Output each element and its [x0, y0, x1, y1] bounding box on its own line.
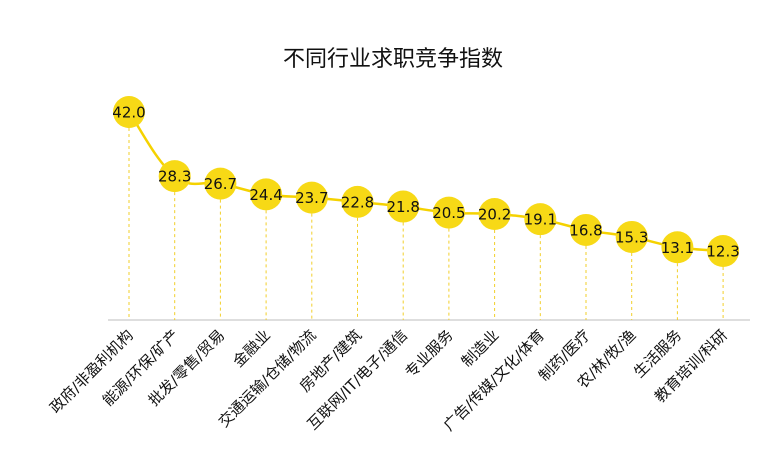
- category-label: 金融业: [229, 326, 274, 371]
- data-point: [158, 160, 191, 193]
- data-point: [387, 190, 420, 223]
- data-label: 20.5: [432, 204, 465, 222]
- data-point: [478, 198, 511, 231]
- data-point: [570, 213, 602, 246]
- data-point: [295, 181, 328, 214]
- data-label: 28.3: [158, 168, 191, 186]
- data-label: 23.7: [295, 189, 328, 207]
- data-point: [250, 178, 283, 211]
- data-label: 12.3: [706, 243, 739, 261]
- data-label: 42.0: [112, 104, 145, 122]
- category-label: 制造业: [458, 326, 503, 371]
- data-point: [615, 220, 648, 253]
- value-labels: 42.0 28.3 26.7 24.4 23.7 22.8 21.8 20.5 20.2 19.1…: [112, 104, 740, 261]
- chart-title: 不同行业求职竞争指数: [283, 47, 503, 72]
- data-label: 24.4: [249, 186, 282, 204]
- drop-lines: [128, 128, 724, 320]
- data-point: [661, 231, 694, 264]
- data-label: 13.1: [661, 239, 694, 257]
- data-label: 21.8: [386, 198, 419, 216]
- data-point: [524, 203, 557, 236]
- data-point: [707, 235, 740, 267]
- data-label: 20.2: [478, 206, 511, 224]
- data-label: 15.3: [615, 228, 648, 246]
- data-label: 22.8: [341, 193, 374, 211]
- data-point: [341, 185, 374, 218]
- markers: [113, 96, 740, 267]
- data-point: [113, 96, 145, 129]
- data-label: 16.8: [569, 221, 602, 239]
- data-label: 26.7: [204, 175, 237, 193]
- data-point: [432, 196, 465, 229]
- data-point: [204, 167, 237, 200]
- data-label: 19.1: [524, 211, 557, 229]
- category-label: 专业服务: [402, 326, 457, 381]
